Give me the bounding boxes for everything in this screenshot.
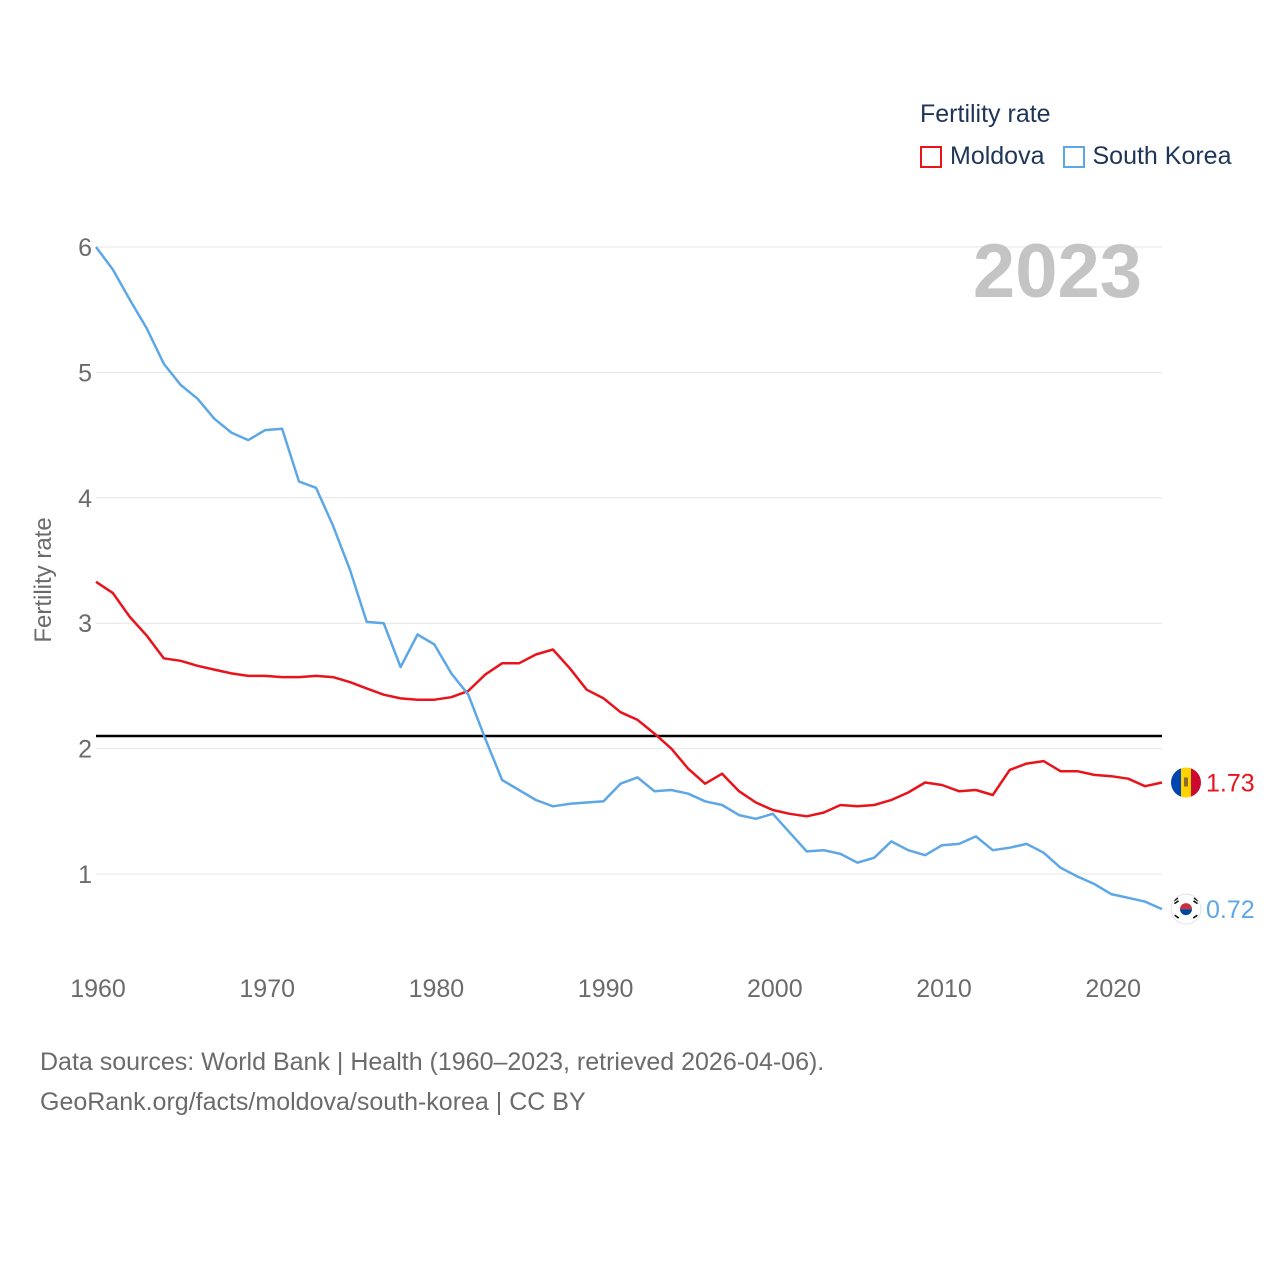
moldova-end-value: 1.73 xyxy=(1206,770,1255,798)
south-korea-end-value: 0.72 xyxy=(1206,896,1255,924)
y-tick-label: 6 xyxy=(78,234,92,262)
x-axis: 1960 1970 1980 1990 2000 2010 2020 xyxy=(70,975,1141,1003)
y-tick-label: 3 xyxy=(78,610,92,638)
footer: Data sources: World Bank | Health (1960–… xyxy=(40,1042,824,1122)
y-tick-label: 2 xyxy=(78,736,92,764)
y-tick-label: 4 xyxy=(78,485,92,513)
moldova-swatch-icon xyxy=(920,145,942,168)
x-tick-label: 2020 xyxy=(1085,975,1141,1003)
series-line-moldova xyxy=(95,580,1163,818)
legend-label-moldova: Moldova xyxy=(950,142,1045,170)
south-korea-flag-icon xyxy=(1170,893,1202,925)
x-tick-label: 2010 xyxy=(916,975,972,1003)
data-source-text: Data sources: World Bank | Health (1960–… xyxy=(40,1048,825,1076)
legend-item-moldova[interactable]: Moldova xyxy=(920,142,1045,171)
south-korea-swatch-icon xyxy=(1062,145,1085,168)
y-axis: 1 2 3 4 5 6 xyxy=(78,234,92,889)
x-tick-label: 1990 xyxy=(578,975,634,1003)
attribution-link[interactable]: GeoRank.org/facts/moldova/south-korea | … xyxy=(40,1088,586,1116)
legend: Moldova South Korea xyxy=(920,142,1250,171)
legend-label-south-korea: South Korea xyxy=(1092,142,1232,170)
legend-title: Fertility rate xyxy=(920,100,1051,128)
x-tick-label: 1980 xyxy=(409,975,465,1003)
y-axis-title: Fertility rate xyxy=(30,517,57,642)
series-line-south-korea xyxy=(94,246,1163,911)
x-tick-label: 1970 xyxy=(239,975,295,1003)
y-tick-label: 5 xyxy=(78,359,92,387)
series-lines xyxy=(94,246,1163,911)
legend-item-south-korea[interactable]: South Korea xyxy=(1062,142,1232,171)
x-tick-label: 2000 xyxy=(747,975,803,1003)
moldova-flag-icon xyxy=(1171,767,1201,798)
y-tick-label: 1 xyxy=(78,861,92,889)
year-label: 2023 xyxy=(972,229,1142,314)
gridlines xyxy=(96,246,1162,875)
x-tick-label: 1960 xyxy=(70,975,126,1003)
